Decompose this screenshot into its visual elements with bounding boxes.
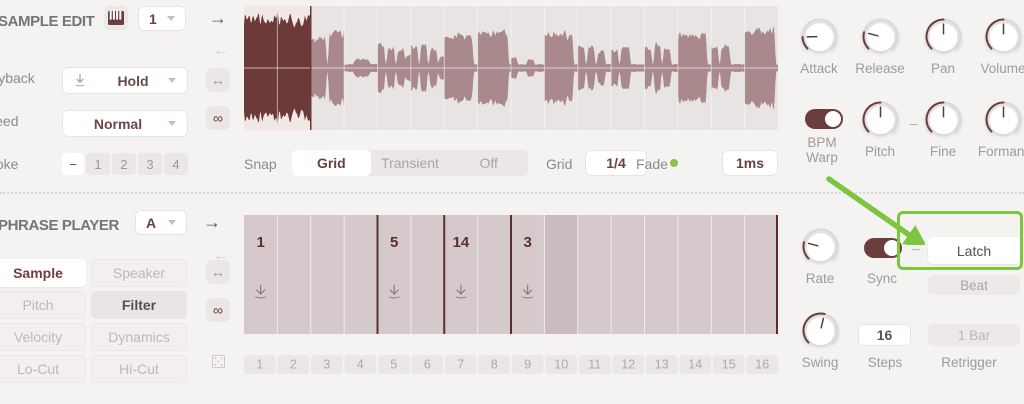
- svg-text:14: 14: [688, 358, 702, 372]
- svg-text:10: 10: [554, 358, 568, 372]
- svg-text:6: 6: [424, 358, 431, 372]
- svg-text:9: 9: [524, 358, 531, 372]
- svg-text:5: 5: [390, 234, 398, 251]
- svg-text:12: 12: [621, 358, 635, 372]
- svg-text:11: 11: [588, 358, 601, 372]
- svg-text:5: 5: [390, 358, 397, 372]
- svg-text:4: 4: [357, 358, 364, 372]
- svg-text:16: 16: [755, 358, 769, 372]
- svg-text:3: 3: [323, 358, 330, 372]
- svg-text:13: 13: [655, 358, 669, 372]
- svg-text:2: 2: [290, 358, 297, 372]
- svg-text:1: 1: [257, 234, 265, 251]
- svg-text:7: 7: [457, 358, 464, 372]
- svg-text:3: 3: [524, 234, 532, 251]
- svg-text:14: 14: [453, 234, 470, 251]
- svg-text:15: 15: [722, 358, 736, 372]
- svg-text:1: 1: [256, 358, 263, 372]
- svg-text:8: 8: [491, 358, 498, 372]
